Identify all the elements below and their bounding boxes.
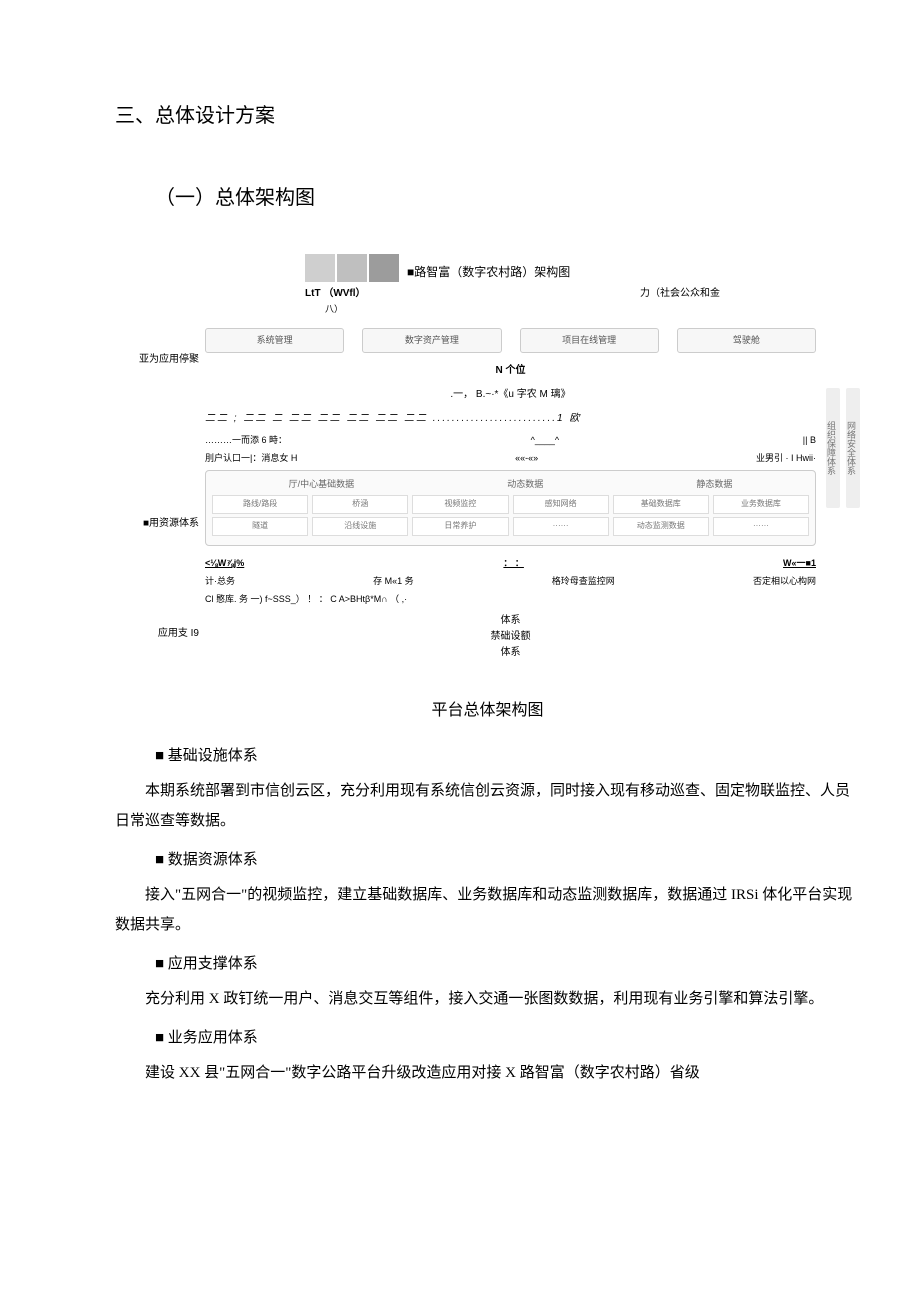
chart-title-text: ■路智富（数字农村路）架构图 <box>407 263 570 282</box>
section-heading-1: ■ 基础设施体系 <box>155 744 860 768</box>
rc-bridge: 桥涵 <box>312 495 408 514</box>
heading-2: （一）总体架构图 <box>155 182 860 214</box>
dash-row: 二二 ; 二二 二 二二 二二 二二 二二 二二 ...............… <box>205 411 816 427</box>
infra-row-2: Cl 愍库. 务 一) f~SSS_） ！ ： C A>BHtβ*M∩ （ ,· <box>205 592 816 606</box>
infra-row-1: 计·总务 存 M«1 务 格玲母查监控网 否定相以心构网 <box>205 574 816 588</box>
title-block-1 <box>305 254 335 282</box>
left-label-infra: 应用支 I9 <box>109 628 199 640</box>
section-heading-3: ■ 应用支撑体系 <box>155 952 860 976</box>
title-block-2 <box>337 254 367 282</box>
architecture-chart: ■路智富（数字农村路）架构图 LtT （WVfl） 力（社会公众和金 八） 亚为… <box>115 254 860 668</box>
infra-a: 计·总务 <box>205 574 235 588</box>
vert-col-security: 网络安全体系 <box>846 388 860 508</box>
vert-col-org: 组织保障体系 <box>826 388 840 508</box>
infra-b: 存 M«1 务 <box>373 574 414 588</box>
infra-sym-a: <⅛W⅞j% <box>205 556 244 570</box>
chart-body: 亚为应用停聚 ■用资源体系 应用支 I9 系统管理 数字资产管理 项目在线管理 … <box>115 328 860 668</box>
resource-hdr-1: 厅/中心基础数据 <box>289 477 355 491</box>
underline-row: ………一而添 6 畤： ^____^ || B <box>205 433 816 447</box>
chart-main: 系统管理 数字资产管理 项目在线管理 驾驶舱 N 个位 .一， B.~·*《u … <box>205 328 816 668</box>
infra-d: 否定相以心构网 <box>753 574 816 588</box>
underline-right: || B <box>803 433 816 447</box>
infra-c: 格玲母查监控网 <box>552 574 615 588</box>
center-formula: .一， B.~·*《u 字农 M 璃》 <box>205 387 816 403</box>
ruled-c: 业男引 · I Hwii· <box>756 451 816 465</box>
resource-hdr-2: 动态数据 <box>507 477 543 491</box>
bottom-3: 体系 <box>205 645 816 661</box>
rc-basedb: 基础数据库 <box>613 495 709 514</box>
bottom-2: 禁础设额 <box>205 629 816 645</box>
resource-header-row: 厅/中心基础数据 动态数据 静态数据 <box>212 477 809 491</box>
center-n-units: N 个位 <box>205 363 816 379</box>
ruled-a: 刖户认口一|：消息女 H <box>205 451 297 465</box>
rc-sense: 感知网络 <box>513 495 609 514</box>
section-heading-4: ■ 业务应用体系 <box>155 1026 860 1050</box>
rc-tunnel: 隧道 <box>212 517 308 536</box>
rc-bizdb: 业务数据库 <box>713 495 809 514</box>
chart-right-cols: 组织保障体系 网络安全体系 <box>826 328 860 508</box>
heading-1: 三、总体设计方案 <box>115 100 860 132</box>
chart-sub-row: LtT （WVfl） 力（社会公众和金 <box>305 286 720 302</box>
section-body-2: 接入"五网合一"的视频监控，建立基础数据库、业务数据库和动态监测数据库，数据通过… <box>115 880 860 940</box>
box-system-mgmt: 系统管理 <box>205 328 344 352</box>
box-dashboard: 驾驶舱 <box>677 328 816 352</box>
resource-row-1: 路线/路段 桥涵 视频监控 感知网络 基础数据库 业务数据库 <box>212 495 809 514</box>
rc-dots2: ······ <box>713 517 809 536</box>
app-box-row: 系统管理 数字资产管理 项目在线管理 驾驶舱 <box>205 328 816 352</box>
chart-title-blocks <box>305 254 399 282</box>
chart-sub-left2: 八） <box>325 302 860 316</box>
underline-mid: ^____^ <box>531 433 559 447</box>
section-body-1: 本期系统部署到市信创云区，充分利用现有系统信创云资源，同时接入现有移动巡查、固定… <box>115 776 860 836</box>
chart-title-row: ■路智富（数字农村路）架构图 <box>305 254 860 282</box>
box-project-online: 项目在线管理 <box>520 328 659 352</box>
section-body-4: 建设 XX 县"五网合一"数字公路平台升级改造应用对接 X 路智富（数字农村路）… <box>115 1058 860 1088</box>
left-label-resource: ■用资源体系 <box>109 518 199 530</box>
resource-panel: 厅/中心基础数据 动态数据 静态数据 路线/路段 桥涵 视频监控 感知网络 基础… <box>205 470 816 546</box>
rc-dots1: ······ <box>513 517 609 536</box>
ruled-row: 刖户认口一|：消息女 H ««-«» 业男引 · I Hwii· <box>205 451 816 465</box>
left-label-app: 亚为应用停聚 <box>109 354 199 366</box>
bottom-1: 体系 <box>205 613 816 629</box>
section-heading-2: ■ 数据资源体系 <box>155 848 860 872</box>
rc-video: 视频监控 <box>412 495 508 514</box>
rc-route: 路线/路段 <box>212 495 308 514</box>
infra-sym-c: W«一■1 <box>783 556 816 570</box>
rc-dynamic: 动态监测数据 <box>613 517 709 536</box>
title-block-3 <box>369 254 399 282</box>
section-body-3: 充分利用 X 政钉统一用户、消息交互等组件，接入交通一张图数数据，利用现有业务引… <box>115 984 860 1014</box>
rc-maintain: 日常养护 <box>412 517 508 536</box>
rc-facility: 沿线设施 <box>312 517 408 536</box>
chart-caption: 平台总体架构图 <box>115 698 860 724</box>
chart-sub-left: LtT （WVfl） <box>305 288 366 299</box>
infra-sym-b: ： ： <box>503 556 524 570</box>
box-digital-asset: 数字资产管理 <box>362 328 501 352</box>
infra-sym-row: <⅛W⅞j% ： ： W«一■1 <box>205 556 816 570</box>
chart-sub-right: 力（社会公众和金 <box>640 286 720 302</box>
chart-bottom-labels: 体系 禁础设额 体系 <box>205 613 816 661</box>
ruled-b: ««-«» <box>515 451 538 465</box>
underline-left: ………一而添 6 畤： <box>205 433 287 447</box>
resource-hdr-3: 静态数据 <box>696 477 732 491</box>
resource-row-2: 隧道 沿线设施 日常养护 ······ 动态监测数据 ······ <box>212 517 809 536</box>
